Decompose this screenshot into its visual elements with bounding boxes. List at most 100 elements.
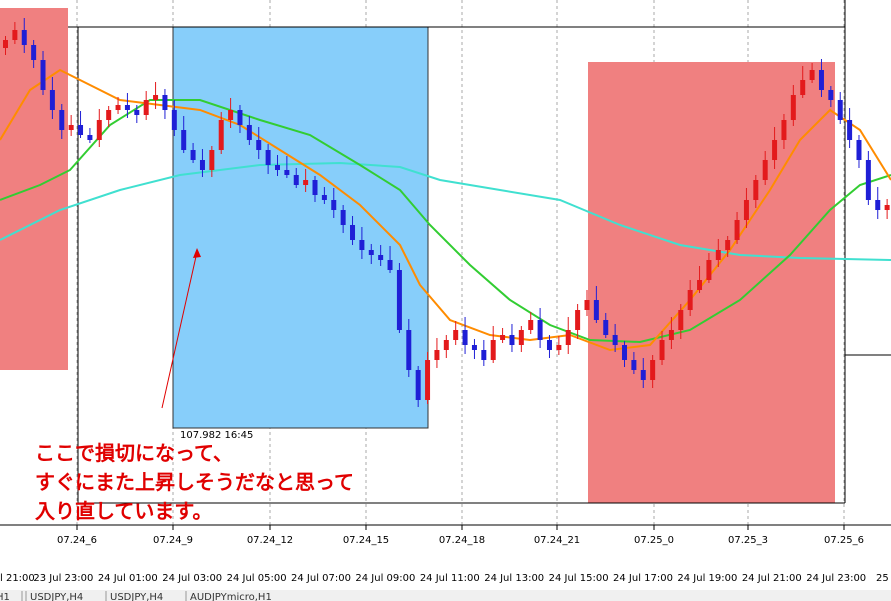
candle-body [856,140,862,160]
candle-body [518,330,524,345]
candle-body [546,340,552,350]
candle-body [115,105,121,110]
arrow [161,251,198,409]
candle-body [31,45,37,60]
candle-body [659,340,665,360]
candle-body [106,110,112,120]
candle-body [246,125,252,140]
time-label: 07.24_6 [57,535,97,546]
candle-body [631,360,637,370]
candle-body [40,60,46,90]
candle-body [762,160,768,180]
candle-body [265,150,271,165]
candle-body [481,350,487,360]
candle-body [162,95,168,110]
line [77,27,845,504]
tab[interactable]: USDJPY,H4 [30,592,83,601]
date-label: 24 Jul 19:00 [677,573,737,584]
candle-body [875,200,881,210]
date-label: 24 Jul 03:00 [162,573,222,584]
candle-body [303,180,309,185]
time-label: 07.24_15 [343,535,389,546]
annotation-line: ここで損切になって、 [35,441,233,465]
date-label: 24 Jul 23:00 [806,573,866,584]
candle-body [575,310,581,330]
candle-body [359,240,365,250]
candle-body [350,225,356,240]
candle-body [678,310,684,330]
candle-body [743,200,749,220]
date-label: 24 Jul 07:00 [291,573,351,584]
candle-body [715,250,721,260]
candle-body [96,120,102,140]
candle-body [274,165,280,170]
candle-body [809,70,815,80]
candle-body [425,360,431,400]
annotation-line: すぐにまた上昇しそうだなと思って [35,470,354,494]
labels: 07.24_6 07.24_9 07.24_12 07.24_15 07.24_18 07… [0,525,889,601]
candle-body [790,95,796,120]
candle-body [687,290,693,310]
candle-body [406,330,412,370]
candle-body [171,110,177,130]
candle-body [650,360,656,380]
date-label: 25 [876,573,889,584]
candle-body [331,200,337,210]
candle-body [818,70,824,90]
candle-body [865,160,871,200]
date-label: 24 Jul 09:00 [355,573,415,584]
candle-body [584,300,590,310]
candle-body [124,105,130,110]
candle-body [753,180,759,200]
price-label: 107.982 16:45 [180,430,253,441]
candle-body [396,270,402,330]
candle-body [256,140,262,150]
candle-body [134,110,140,115]
candle-body [490,340,496,360]
zone-red [0,8,68,370]
candle-body [340,210,346,225]
tab-bar [0,590,891,601]
candle-body [593,300,599,320]
tab[interactable]: AUDJPYmicro,H1 [190,592,272,601]
candle-body [603,320,609,335]
candle-body [368,250,374,255]
candle-body [378,255,384,260]
candle-body [143,100,149,115]
tab[interactable]: USDJPY,H4 [110,592,163,601]
candle-body [622,345,628,360]
candle-body [434,350,440,360]
date-label: 24 Jul 15:00 [549,573,609,584]
date-label: 24 Jul 13:00 [484,573,544,584]
candle-body [218,120,224,150]
time-label: 07.25_0 [634,535,674,546]
candle-body [293,175,299,185]
date-label: 24 Jul 21:00 [742,573,802,584]
candle-body [321,195,327,200]
candle-body [87,135,93,140]
candle-body [462,330,468,345]
candle-body [453,330,459,340]
candle-body [640,370,646,380]
date-label: l 21:00 [0,573,35,584]
zone-red [588,62,835,503]
tab[interactable]: H1 [0,592,10,601]
candle-body [781,120,787,140]
candle-body [3,40,8,48]
candles [3,18,890,407]
candle-body [387,260,393,270]
candle-body [697,280,703,290]
time-label: 07.25_3 [728,535,768,546]
candle-body [537,320,543,340]
candle-body [556,345,562,350]
candle-body [237,110,243,125]
date-label: 24 Jul 17:00 [613,573,673,584]
candle-body [284,170,290,175]
candle-body [181,130,187,150]
candle-body [153,95,159,100]
candle-body [847,120,853,140]
candle-body [78,125,84,135]
candle-body [668,330,674,340]
